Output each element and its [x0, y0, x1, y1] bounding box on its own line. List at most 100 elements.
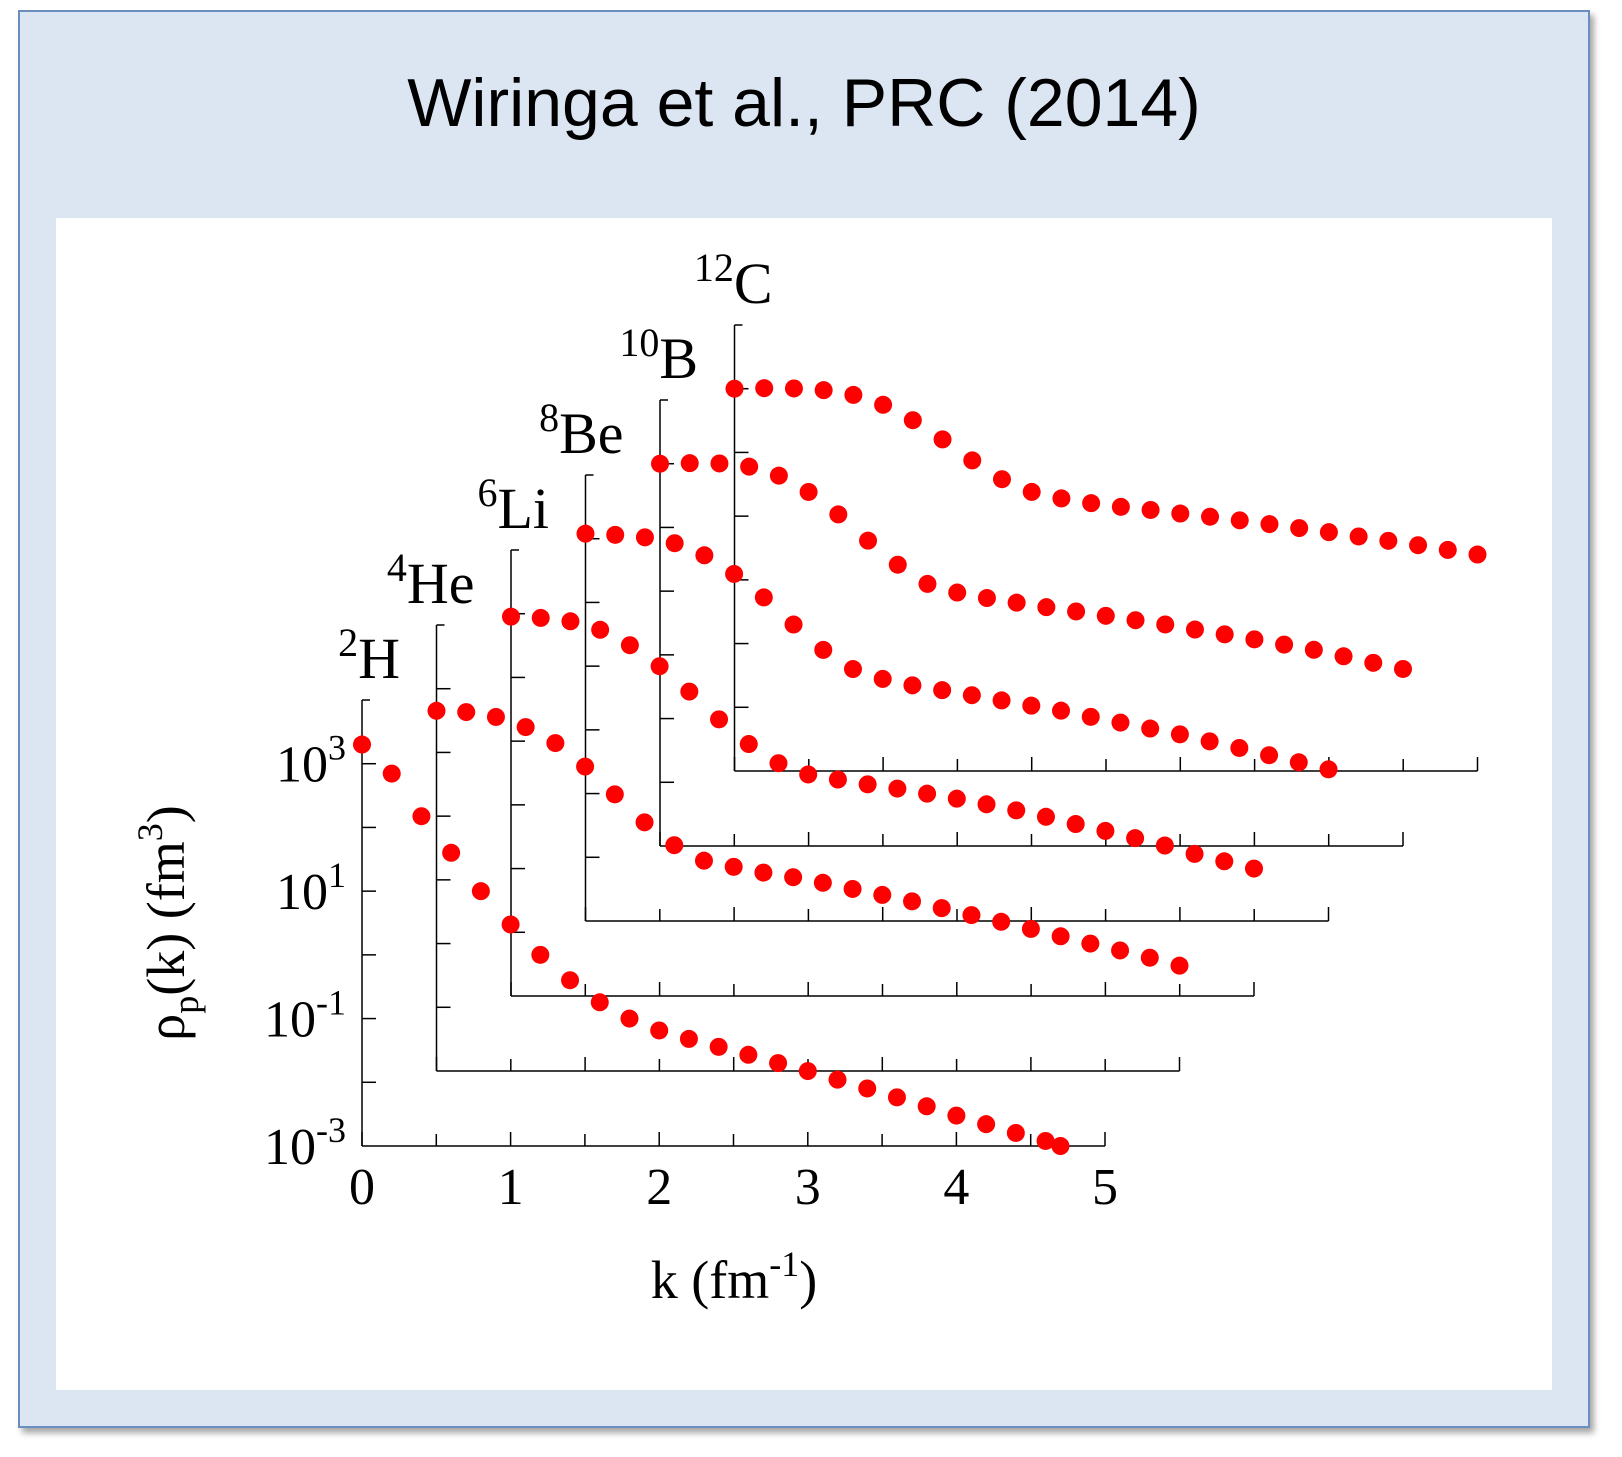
- data-point: [799, 482, 818, 501]
- data-point: [1052, 489, 1071, 508]
- data-point: [962, 686, 981, 705]
- y-tick-base: 10: [264, 1119, 316, 1176]
- series-label-mass-number: 12: [694, 245, 734, 290]
- data-point: [1156, 615, 1175, 634]
- data-point: [798, 1062, 817, 1081]
- data-point: [933, 681, 952, 700]
- y-tick-exponent: -1: [316, 983, 346, 1023]
- data-point: [427, 701, 446, 720]
- y-tick-label: 10-3: [264, 1110, 346, 1176]
- series-label-12c: 12C: [694, 245, 773, 316]
- data-point: [576, 757, 595, 776]
- series-label-mass-number: 6: [477, 470, 497, 515]
- series-label-2h: 2H: [338, 620, 400, 691]
- data-point: [576, 524, 595, 543]
- x-tick-label: 1: [498, 1159, 524, 1216]
- y-tick-base: 10: [276, 864, 328, 921]
- series-label-mass-number: 4: [387, 545, 407, 590]
- data-point: [382, 764, 401, 783]
- data-point: [679, 1029, 698, 1048]
- y-axis-label-part: ): [136, 805, 196, 823]
- data-point: [755, 379, 774, 398]
- data-point: [1082, 494, 1101, 513]
- series-label-6li: 6Li: [477, 470, 549, 541]
- y-tick-base: 10: [276, 737, 328, 794]
- data-point: [695, 546, 714, 565]
- data-point: [516, 718, 535, 737]
- data-point: [1230, 511, 1249, 530]
- x-axis-label-part: -1: [769, 1244, 799, 1284]
- data-point: [874, 395, 893, 414]
- data-point: [784, 615, 803, 634]
- data-point: [903, 411, 922, 430]
- data-point: [1468, 545, 1487, 564]
- data-point: [977, 589, 996, 608]
- y-tick-exponent: -3: [316, 1110, 346, 1150]
- data-point: [1140, 948, 1159, 967]
- data-point: [471, 882, 490, 901]
- series-label-element: H: [358, 626, 400, 691]
- data-point: [992, 691, 1011, 710]
- data-point: [1066, 815, 1085, 834]
- data-point: [1185, 620, 1204, 639]
- data-point: [992, 470, 1011, 489]
- data-point: [918, 784, 937, 803]
- slide-title: Wiringa et al., PRC (2014): [407, 65, 1201, 141]
- data-point: [1126, 611, 1145, 630]
- data-point: [725, 564, 744, 583]
- data-point: [859, 531, 878, 550]
- data-point: [888, 555, 907, 574]
- data-point: [843, 879, 862, 898]
- data-point: [531, 608, 550, 627]
- data-point: [769, 1054, 788, 1073]
- data-point: [828, 770, 847, 789]
- data-point: [784, 868, 803, 887]
- data-point: [1334, 647, 1353, 666]
- data-point: [1141, 500, 1160, 519]
- y-axis-label-part: (k) (fm: [136, 841, 196, 995]
- y-axis-label: ρp(k) (fm3): [130, 805, 206, 1040]
- slide-frame: Wiringa et al., PRC (2014) 12C 10B 8Be 6Li 4…: [18, 10, 1590, 1428]
- series-label-8be: 8Be: [539, 395, 623, 466]
- series-label-mass-number: 8: [539, 395, 559, 440]
- data-point: [1036, 807, 1055, 826]
- data-point: [1245, 859, 1263, 878]
- data-point: [754, 588, 773, 607]
- data-point: [799, 765, 818, 784]
- y-tick-exponent: 1: [328, 855, 346, 895]
- data-point: [784, 379, 803, 398]
- series-label-4he: 4He: [387, 545, 475, 616]
- data-point: [1081, 934, 1100, 953]
- data-point: [531, 945, 550, 964]
- data-point: [412, 807, 431, 826]
- data-point: [739, 735, 758, 754]
- data-point: [590, 993, 609, 1012]
- data-point: [858, 775, 877, 794]
- data-point: [1067, 602, 1086, 621]
- series-label-10b: 10B: [619, 320, 698, 391]
- data-point: [873, 669, 892, 688]
- data-point: [873, 885, 892, 904]
- data-point: [1052, 701, 1071, 720]
- x-tick-label: 2: [646, 1159, 672, 1216]
- data-point: [650, 1021, 669, 1040]
- y-tick-exponent: 3: [328, 728, 346, 768]
- data-point: [947, 1106, 966, 1125]
- data-point: [769, 466, 788, 485]
- data-point: [1438, 540, 1457, 559]
- data-point: [858, 1079, 877, 1098]
- series-label-element: Be: [559, 401, 623, 466]
- data-point: [591, 620, 610, 639]
- data-point: [1007, 801, 1026, 820]
- data-point: [1275, 635, 1294, 654]
- data-point: [1304, 640, 1323, 659]
- y-axis-label-part: 3: [130, 823, 170, 841]
- data-point: [502, 607, 520, 626]
- series-label-mass-number: 2: [338, 620, 358, 665]
- x-tick-label: 3: [795, 1159, 821, 1216]
- x-axis-label-part: ): [799, 1250, 817, 1310]
- data-point: [814, 640, 833, 659]
- x-tick-label: 0: [349, 1159, 375, 1216]
- data-point: [1170, 725, 1189, 744]
- series-label-element: C: [734, 251, 773, 316]
